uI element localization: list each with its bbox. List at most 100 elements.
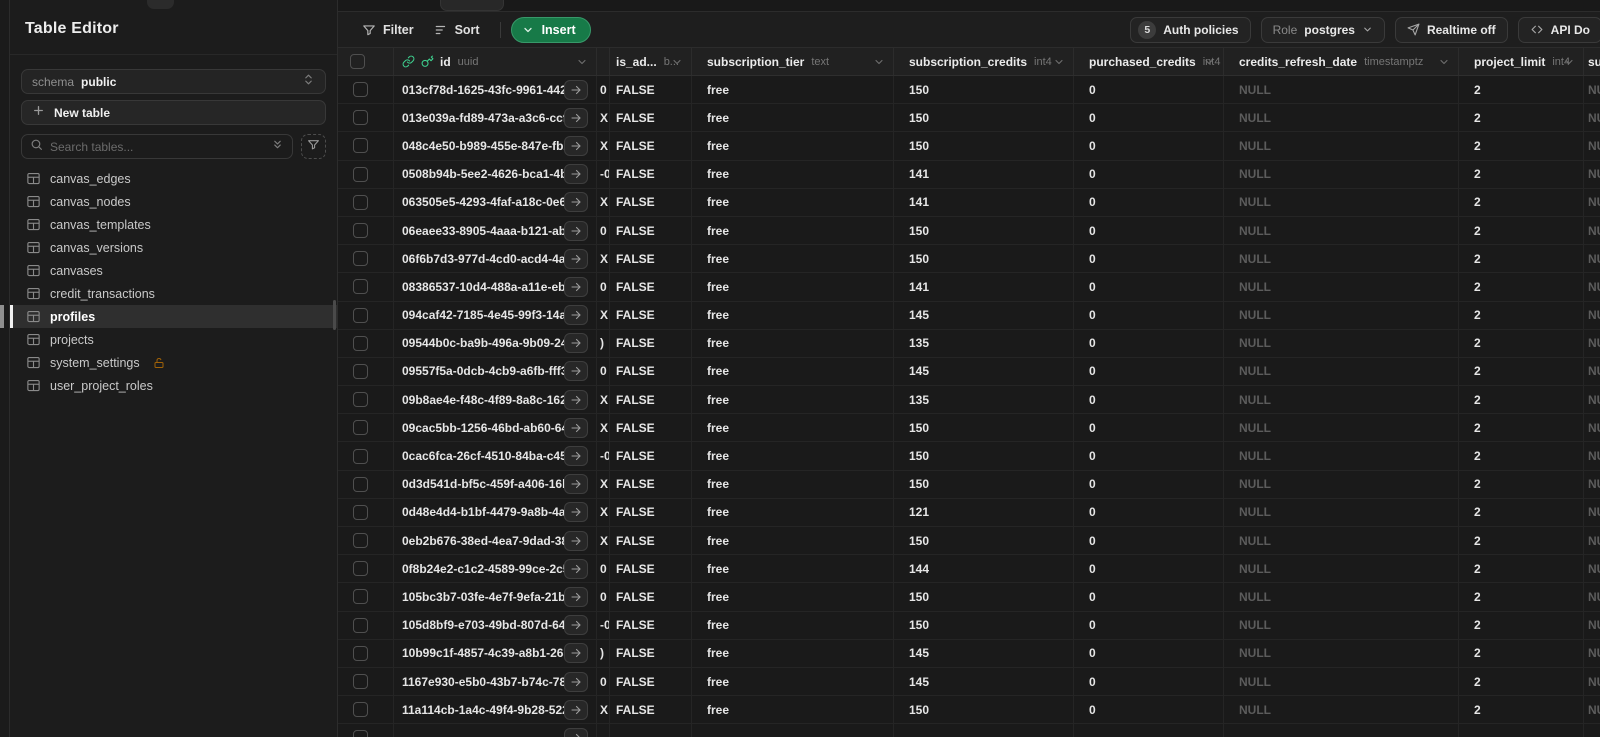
cell-purchased_credits[interactable]: 0: [1074, 414, 1224, 442]
expand-row-button[interactable]: [564, 389, 588, 410]
cell-frag[interactable]: -0: [597, 160, 610, 188]
cell-subscription_credits[interactable]: 145: [894, 301, 1074, 329]
cell-frag[interactable]: X: [597, 245, 610, 273]
sidebar-scrollbar[interactable]: [333, 300, 336, 330]
cell-subscription_last[interactable]: NULL: [1584, 471, 1600, 498]
sidebar-item-projects[interactable]: projects: [10, 328, 337, 351]
insert-button[interactable]: Insert: [510, 16, 591, 43]
cell-is_admin[interactable]: FALSE: [610, 386, 692, 414]
expand-row-button[interactable]: [564, 699, 588, 720]
expand-row-button[interactable]: [564, 361, 588, 382]
cell-purchased_credits[interactable]: 0: [1074, 329, 1224, 357]
cell-is_admin[interactable]: FALSE: [610, 188, 692, 216]
cell-subscription_credits[interactable]: 135: [894, 329, 1074, 357]
cell-frag[interactable]: X: [597, 498, 610, 526]
cell-subscription_credits[interactable]: 150: [894, 245, 1074, 273]
cell-subscription_last[interactable]: NULL: [1584, 442, 1600, 469]
sidebar-item-canvas_templates[interactable]: canvas_templates: [10, 213, 337, 236]
cell-project_limit[interactable]: 2: [1459, 611, 1584, 639]
cell-purchased_credits[interactable]: 0: [1074, 76, 1224, 104]
cell-subscription_last[interactable]: NULL: [1584, 668, 1600, 695]
cell-is_admin[interactable]: FALSE: [610, 132, 692, 160]
cell-credits_refresh_date[interactable]: NULL: [1224, 696, 1459, 724]
cell-credits_refresh_date[interactable]: NULL: [1224, 611, 1459, 639]
cell-subscription_last[interactable]: NULL: [1584, 527, 1600, 554]
row-checkbox[interactable]: [353, 674, 368, 690]
cell-frag[interactable]: X: [597, 301, 610, 329]
cell-id[interactable]: 013cf78d-1625-43fc-9961-442189...: [394, 76, 597, 104]
row-checkbox[interactable]: [353, 476, 368, 492]
cell-subscription_tier[interactable]: free: [692, 188, 894, 216]
sidebar-item-system_settings[interactable]: system_settings: [10, 351, 337, 374]
cell-purchased_credits[interactable]: 0: [1074, 696, 1224, 724]
row-checkbox[interactable]: [353, 335, 368, 351]
expand-row-button[interactable]: [564, 474, 588, 495]
cell-credits_refresh_date[interactable]: NULL: [1224, 498, 1459, 526]
cell-purchased_credits[interactable]: 0: [1074, 132, 1224, 160]
chevron-down-icon[interactable]: [1203, 56, 1215, 68]
row-checkbox[interactable]: [353, 363, 368, 379]
cell-subscription_tier[interactable]: free: [692, 357, 894, 386]
cell-id[interactable]: 105bc3b7-03fe-4e7f-9efa-21bb40...: [394, 583, 597, 611]
expand-row-button[interactable]: [564, 586, 588, 607]
cell-subscription_tier[interactable]: free: [692, 555, 894, 583]
cell-is_admin[interactable]: FALSE: [610, 414, 692, 442]
api-docs-button[interactable]: API Do: [1517, 16, 1600, 43]
cell-subscription_last[interactable]: NULL: [1584, 696, 1600, 723]
cell-id[interactable]: 08386537-10d4-488a-a11e-eb5a6...: [394, 273, 597, 301]
sidebar-item-canvas_nodes[interactable]: canvas_nodes: [10, 190, 337, 213]
auth-policies-button[interactable]: 5 Auth policies: [1130, 16, 1251, 43]
row-checkbox[interactable]: [353, 138, 368, 154]
cell-subscription_credits[interactable]: 150: [894, 442, 1074, 470]
cell-is_admin[interactable]: FALSE: [610, 442, 692, 470]
cell-subscription_tier[interactable]: free: [692, 414, 894, 442]
row-checkbox[interactable]: [353, 223, 368, 239]
cell-frag[interactable]: [597, 724, 610, 737]
cell-frag[interactable]: X: [597, 188, 610, 216]
cell-frag[interactable]: 0: [597, 555, 610, 583]
cell-subscription_credits[interactable]: 150: [894, 216, 1074, 245]
expand-row-button[interactable]: [564, 615, 588, 636]
cell-credits_refresh_date[interactable]: NULL: [1224, 104, 1459, 132]
cell-project_limit[interactable]: 2: [1459, 667, 1584, 696]
cell-subscription_tier[interactable]: free: [692, 245, 894, 273]
cell-is_admin[interactable]: FALSE: [610, 667, 692, 696]
cell-subscription_credits[interactable]: 150: [894, 414, 1074, 442]
cell-project_limit[interactable]: 2: [1459, 76, 1584, 104]
cell-project_limit[interactable]: 2: [1459, 216, 1584, 245]
expand-row-button[interactable]: [564, 333, 588, 354]
cell-subscription_tier[interactable]: [692, 724, 894, 737]
cell-id[interactable]: 0f8b24e2-c1c2-4589-99ce-2c52d...: [394, 555, 597, 583]
cell-credits_refresh_date[interactable]: NULL: [1224, 301, 1459, 329]
cell-subscription_credits[interactable]: 150: [894, 611, 1074, 639]
chevron-down-icon[interactable]: [671, 56, 683, 68]
cell-project_limit[interactable]: 2: [1459, 357, 1584, 386]
cell-frag[interactable]: 0: [597, 667, 610, 696]
cell-purchased_credits[interactable]: 0: [1074, 527, 1224, 555]
cell-subscription_tier[interactable]: free: [692, 216, 894, 245]
row-checkbox[interactable]: [353, 110, 368, 126]
cell-frag[interactable]: X: [597, 104, 610, 132]
cell-purchased_credits[interactable]: 0: [1074, 667, 1224, 696]
cell-subscription_tier[interactable]: free: [692, 104, 894, 132]
cell-project_limit[interactable]: 2: [1459, 132, 1584, 160]
row-checkbox[interactable]: [353, 561, 368, 577]
column-header-purchased_credits[interactable]: purchased_credits int4: [1074, 48, 1224, 75]
sidebar-item-user_project_roles[interactable]: user_project_roles: [10, 374, 337, 397]
cell-is_admin[interactable]: FALSE: [610, 696, 692, 724]
column-header-subscription_last[interactable]: su: [1584, 48, 1600, 75]
realtime-toggle-button[interactable]: Realtime off: [1394, 16, 1508, 43]
expand-row-button[interactable]: [564, 530, 588, 551]
cell-credits_refresh_date[interactable]: NULL: [1224, 76, 1459, 104]
cell-project_limit[interactable]: 2: [1459, 583, 1584, 611]
cell-subscription_last[interactable]: NULL: [1584, 273, 1600, 300]
cell-is_admin[interactable]: FALSE: [610, 611, 692, 639]
cell-is_admin[interactable]: FALSE: [610, 357, 692, 386]
cell-project_limit[interactable]: 2: [1459, 245, 1584, 273]
cell-purchased_credits[interactable]: 0: [1074, 301, 1224, 329]
cell-subscription_credits[interactable]: 150: [894, 527, 1074, 555]
cell-is_admin[interactable]: FALSE: [610, 216, 692, 245]
cell-purchased_credits[interactable]: 0: [1074, 442, 1224, 470]
cell-frag[interactable]: ): [597, 639, 610, 667]
cell-credits_refresh_date[interactable]: NULL: [1224, 245, 1459, 273]
